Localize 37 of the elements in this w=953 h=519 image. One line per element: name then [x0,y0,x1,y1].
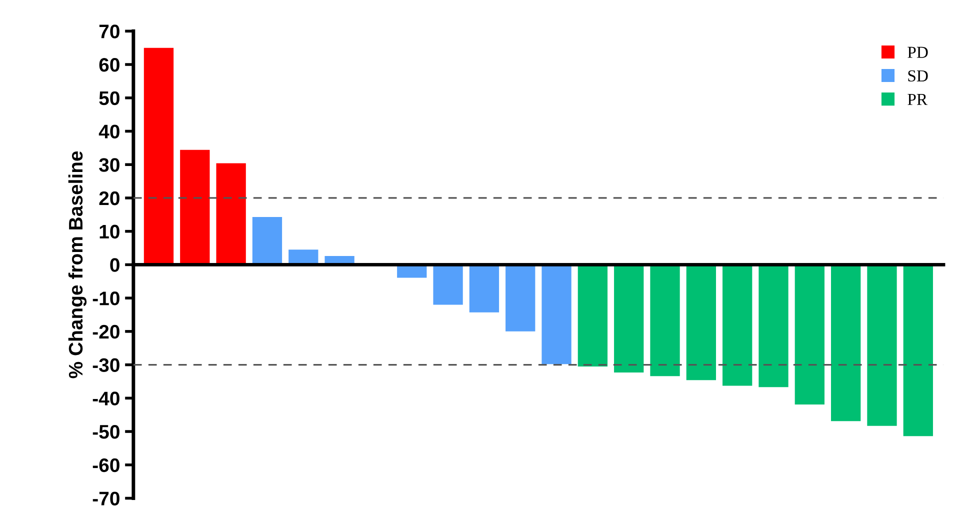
legend-label: SD [908,70,928,82]
bar [252,216,282,265]
y-tick-label: -50 [92,424,120,439]
bar [867,264,897,426]
legend-label: PD [908,46,928,58]
y-tick-label: 10 [100,224,120,239]
y-tick-label: 30 [99,158,120,172]
bar [903,264,933,436]
bar [650,264,680,376]
bar [144,48,174,265]
y-tick-label: 20 [99,191,120,206]
y-tick-label: 60 [99,58,120,72]
bar [758,264,788,388]
y-tick-label: 70 [99,24,120,38]
y-tick-label: 40 [98,124,120,138]
y-tick-label: -40 [92,392,120,406]
bar [216,163,246,265]
y-tick-label: -20 [92,324,120,339]
bar [578,264,608,366]
bar [433,264,463,305]
legend-label: PR [908,94,928,105]
bar [614,264,644,372]
y-tick-label: -30 [92,358,120,372]
bar [469,264,500,312]
bar [794,264,824,404]
y-axis-title: % Change from Baseline [68,151,87,378]
y-tick-label: -60 [92,458,120,472]
bar [722,264,752,386]
y-tick-label: 50 [99,91,120,106]
bar [506,264,536,332]
bar [831,264,861,422]
bar [180,150,210,265]
y-tick-label: -70 [92,492,120,506]
y-tick-label: 0 [110,258,120,272]
bar [686,264,716,380]
bar [542,264,572,364]
y-tick-label: -10 [92,292,120,306]
